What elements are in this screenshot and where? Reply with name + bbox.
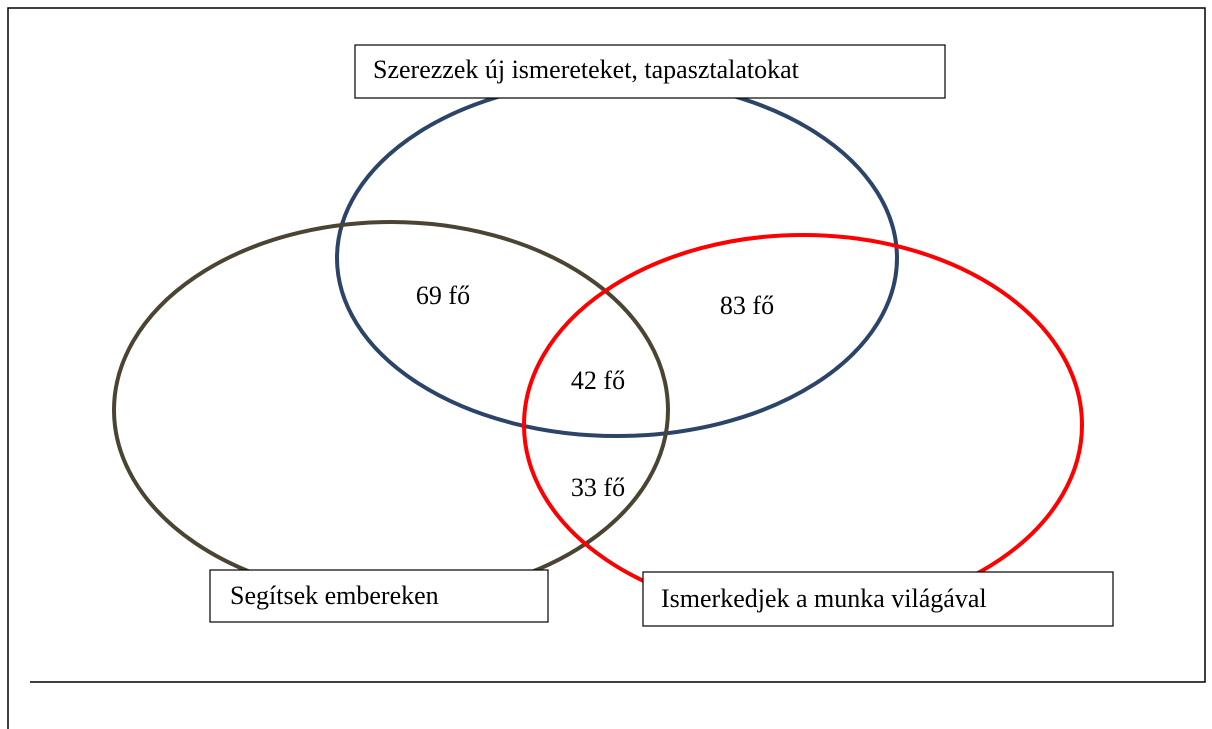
label-box — [354, 44, 946, 99]
region-label: 69 fő — [416, 281, 470, 310]
region-label: 42 fő — [571, 366, 625, 395]
region-label: 33 fő — [571, 473, 625, 502]
set-label: Segítsek embereken — [230, 581, 439, 610]
ellipses — [112, 78, 1084, 617]
set-label: Szerezzek új ismereteket, tapasztalatoka… — [373, 55, 800, 84]
set-label: Ismerkedjek a munka világával — [661, 584, 987, 613]
label-box — [209, 569, 549, 623]
label-box — [642, 571, 1114, 627]
frame — [7, 7, 1206, 729]
region-label: 83 fő — [720, 291, 774, 320]
